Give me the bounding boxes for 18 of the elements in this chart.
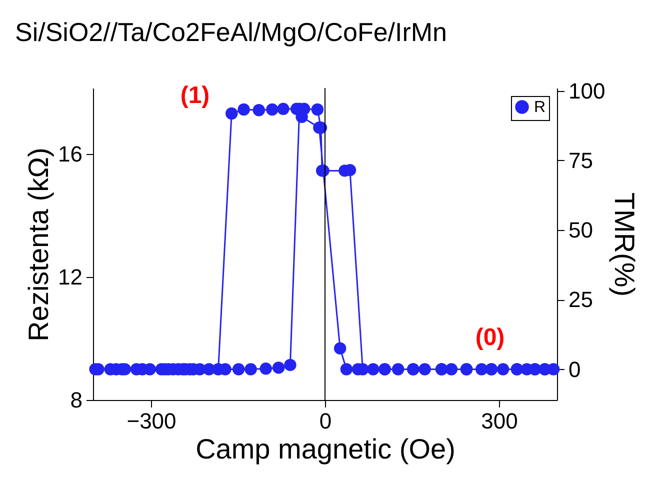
- y2-tick-label: 100: [568, 78, 606, 104]
- y2-tick-label: 25: [568, 287, 593, 312]
- y2-axis-title: TMR(%): [609, 192, 640, 297]
- chart-title: Si/SiO2//Ta/Co2FeAl/MgO/CoFe/IrMn: [15, 17, 448, 47]
- y2-tick-label: 75: [568, 148, 593, 173]
- legend-label: R: [534, 99, 546, 116]
- x-tick-label: 0: [319, 408, 332, 434]
- x-tick-label: 300: [481, 408, 518, 434]
- annotation: (0): [475, 324, 505, 351]
- x-tick-label: −300: [126, 408, 176, 434]
- y2-tick-label: 50: [568, 218, 593, 243]
- y-tick-label: 12: [58, 264, 82, 290]
- y-axis-title: Rezistenta (kΩ): [23, 148, 54, 342]
- y-tick-label: 8: [70, 388, 82, 412]
- y2-tick-label: 0: [568, 356, 581, 382]
- annotation: (1): [180, 82, 210, 109]
- y-tick-label: 16: [58, 142, 82, 167]
- x-axis-title: Camp magnetic (Oe): [196, 434, 456, 464]
